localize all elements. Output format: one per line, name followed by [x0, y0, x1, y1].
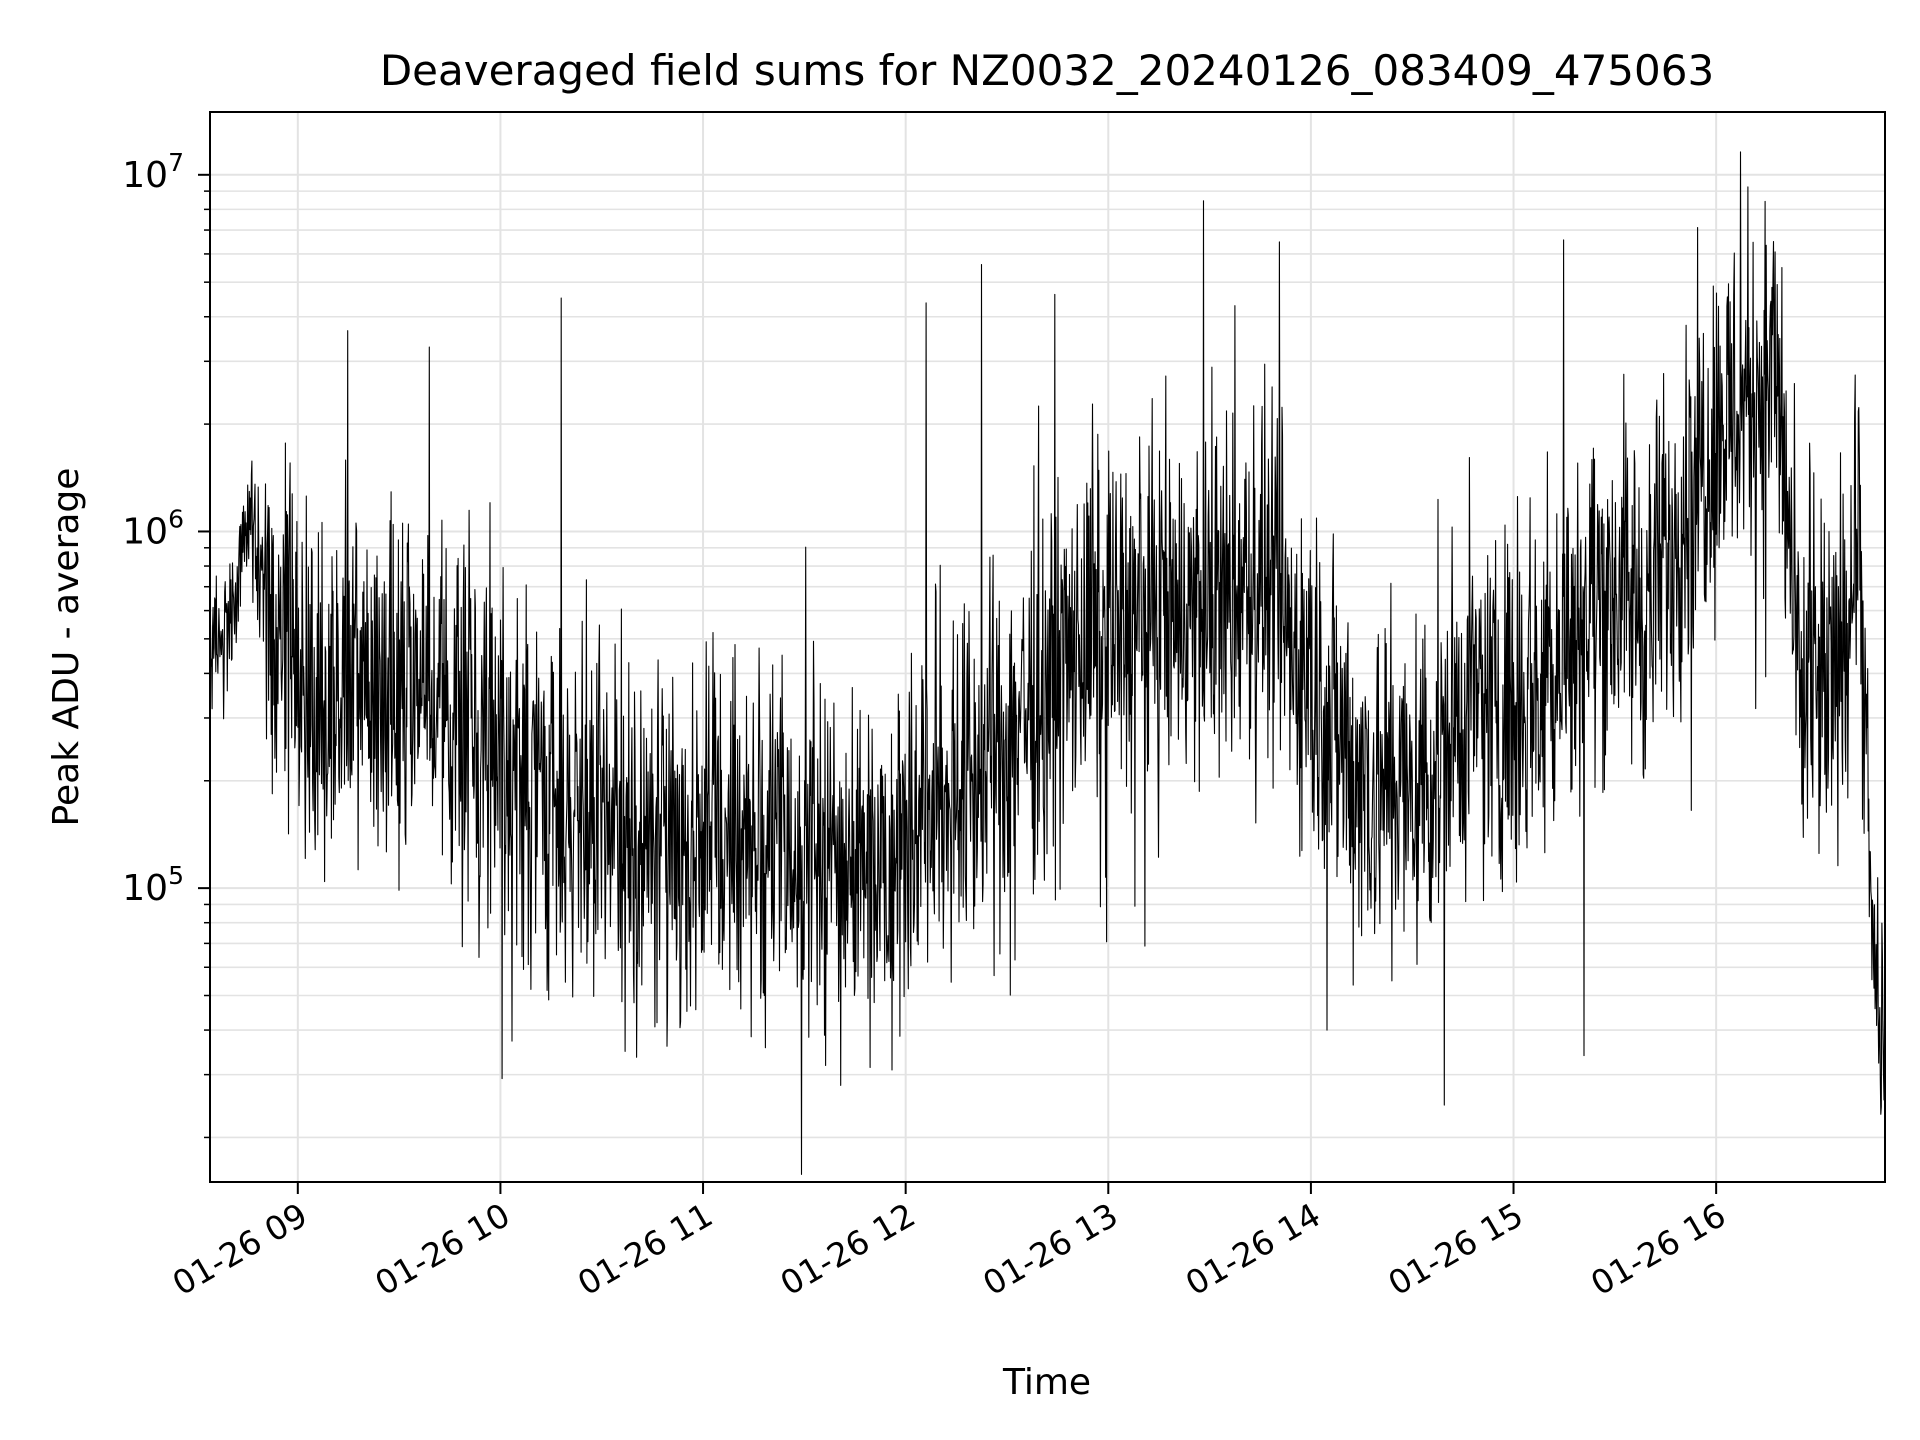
x-axis-label: Time [1002, 1362, 1091, 1403]
y-axis: 105 106 107 [122, 148, 210, 1139]
plot-frame [209, 111, 1886, 1183]
series-line [209, 151, 1886, 1175]
y-tick-label: 107 [122, 148, 184, 196]
plot-area [209, 151, 1886, 1175]
y-tick-label: 105 [122, 861, 184, 909]
y-tick-label: 106 [122, 504, 184, 552]
y-axis-label: Peak ADU - average [46, 468, 87, 827]
chart-title: Deaveraged field sums for NZ0032_2024012… [380, 46, 1714, 95]
